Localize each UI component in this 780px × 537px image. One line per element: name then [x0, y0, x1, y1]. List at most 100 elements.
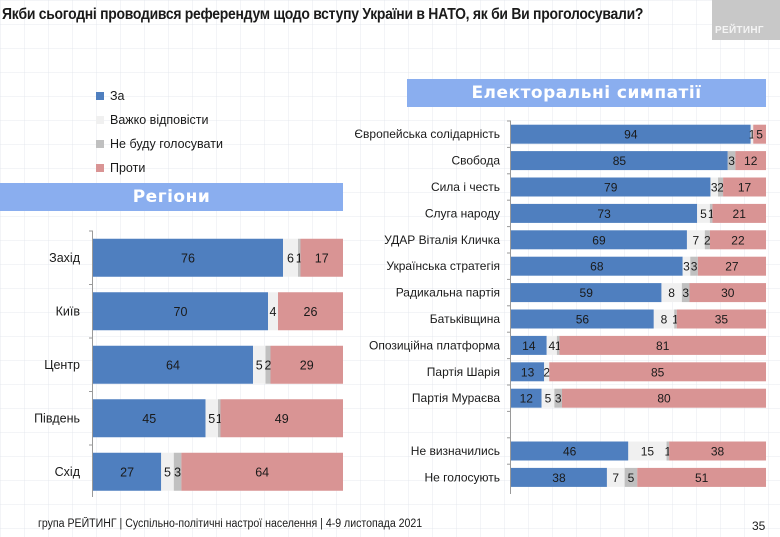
- data-label: 13: [521, 365, 535, 379]
- za-segment: [511, 362, 545, 382]
- data-label: 30: [721, 286, 735, 300]
- category-label: Сила і честь: [431, 180, 500, 194]
- data-label: 69: [592, 233, 606, 247]
- za-segment: [511, 230, 687, 250]
- page-number: 35: [752, 519, 766, 533]
- hard-segment: [710, 177, 719, 197]
- legend-swatch-wont: [96, 140, 104, 148]
- wont-segment: [298, 238, 301, 277]
- data-label: 70: [174, 305, 188, 319]
- category-label: Українська стратегія: [386, 259, 500, 273]
- data-label: 5: [208, 412, 215, 426]
- data-label: 26: [304, 305, 318, 319]
- za-segment: [511, 256, 683, 276]
- data-label: 3: [691, 260, 698, 274]
- proty-segment: [689, 283, 766, 303]
- data-label: 49: [275, 412, 289, 426]
- legend-swatch-hard: [96, 116, 104, 124]
- data-label: 2: [265, 358, 272, 372]
- legend-item-proty: Проти: [96, 156, 223, 180]
- za-segment: [511, 124, 751, 144]
- hard-segment: [541, 388, 555, 408]
- za-segment: [93, 452, 162, 491]
- category-label: Батьківщина: [430, 312, 501, 326]
- data-label: 12: [520, 392, 534, 406]
- proty-segment: [735, 151, 766, 171]
- hard-segment: [697, 203, 710, 223]
- proty-segment: [676, 309, 766, 329]
- wont-segment: [556, 335, 560, 355]
- category-label: Партія Мураєва: [412, 391, 500, 405]
- chart-title: Якби сьогодні проводився референдум щодо…: [2, 6, 644, 23]
- data-label: 85: [613, 154, 627, 168]
- wont-segment: [709, 203, 713, 223]
- hard-segment: [283, 238, 298, 277]
- za-segment: [511, 177, 711, 197]
- za-segment: [511, 335, 547, 355]
- data-label: 94: [624, 128, 638, 142]
- proty-segment: [709, 230, 766, 250]
- wont-segment: [218, 399, 221, 438]
- category-label: Центр: [44, 358, 80, 372]
- proty-segment: [220, 399, 343, 438]
- data-label: 27: [120, 465, 134, 479]
- data-label: 1: [708, 207, 715, 221]
- legend-swatch-za: [96, 92, 104, 100]
- hard-segment: [606, 467, 625, 487]
- hard-segment: [628, 441, 667, 461]
- data-label: 4: [270, 305, 277, 319]
- data-label: 46: [563, 445, 577, 459]
- proty-segment: [270, 345, 343, 384]
- data-label: 27: [725, 260, 739, 274]
- proty-segment: [559, 335, 766, 355]
- data-label: 3: [174, 465, 181, 479]
- hard-segment: [750, 124, 754, 144]
- data-label: 5: [756, 128, 763, 142]
- data-label: 56: [576, 313, 590, 327]
- data-label: 21: [733, 207, 747, 221]
- legend-label: Важко відповісти: [110, 113, 209, 127]
- category-label: Радикальна партія: [396, 286, 500, 300]
- za-segment: [93, 292, 268, 331]
- legend: За Важко відповісти Не буду голосувати П…: [96, 84, 223, 180]
- data-label: 22: [731, 233, 745, 247]
- wont-segment: [727, 151, 736, 171]
- data-label: 5: [700, 207, 707, 221]
- hard-segment: [205, 399, 218, 438]
- proty-segment: [723, 177, 766, 197]
- data-label: 1: [672, 313, 679, 327]
- wont-segment: [690, 256, 698, 276]
- wont-segment: [681, 283, 690, 303]
- brand-logo: РЕЙТИНГ: [712, 0, 780, 40]
- data-label: 7: [693, 233, 700, 247]
- proty-segment: [549, 362, 766, 382]
- hard-segment: [253, 345, 266, 384]
- data-label: 5: [164, 465, 171, 479]
- legend-label: Не буду голосувати: [110, 137, 223, 151]
- regions-banner: Регіони: [0, 183, 343, 211]
- data-label: 8: [661, 313, 668, 327]
- hard-segment: [686, 230, 705, 250]
- proty-segment: [697, 256, 766, 276]
- data-label: 35: [715, 313, 729, 327]
- wont-segment: [674, 309, 677, 329]
- category-label: Не голосують: [425, 470, 501, 484]
- hard-segment: [544, 362, 550, 382]
- hard-segment: [268, 292, 278, 331]
- za-segment: [511, 283, 662, 303]
- proty-segment: [712, 203, 766, 223]
- wont-segment: [624, 467, 638, 487]
- data-label: 1: [749, 128, 756, 142]
- category-label: Опозиційна платформа: [369, 338, 500, 352]
- data-label: 5: [256, 358, 263, 372]
- data-label: 12: [744, 154, 758, 168]
- data-label: 64: [255, 465, 269, 479]
- legend-item-wont: Не буду голосувати: [96, 132, 223, 156]
- category-label: Партія Шарія: [427, 365, 500, 379]
- brand-label: РЕЙТИНГ: [715, 25, 764, 36]
- data-label: 79: [604, 181, 618, 195]
- data-label: 1: [296, 251, 303, 265]
- hard-segment: [161, 452, 174, 491]
- hard-segment: [653, 309, 675, 329]
- data-label: 51: [695, 471, 709, 485]
